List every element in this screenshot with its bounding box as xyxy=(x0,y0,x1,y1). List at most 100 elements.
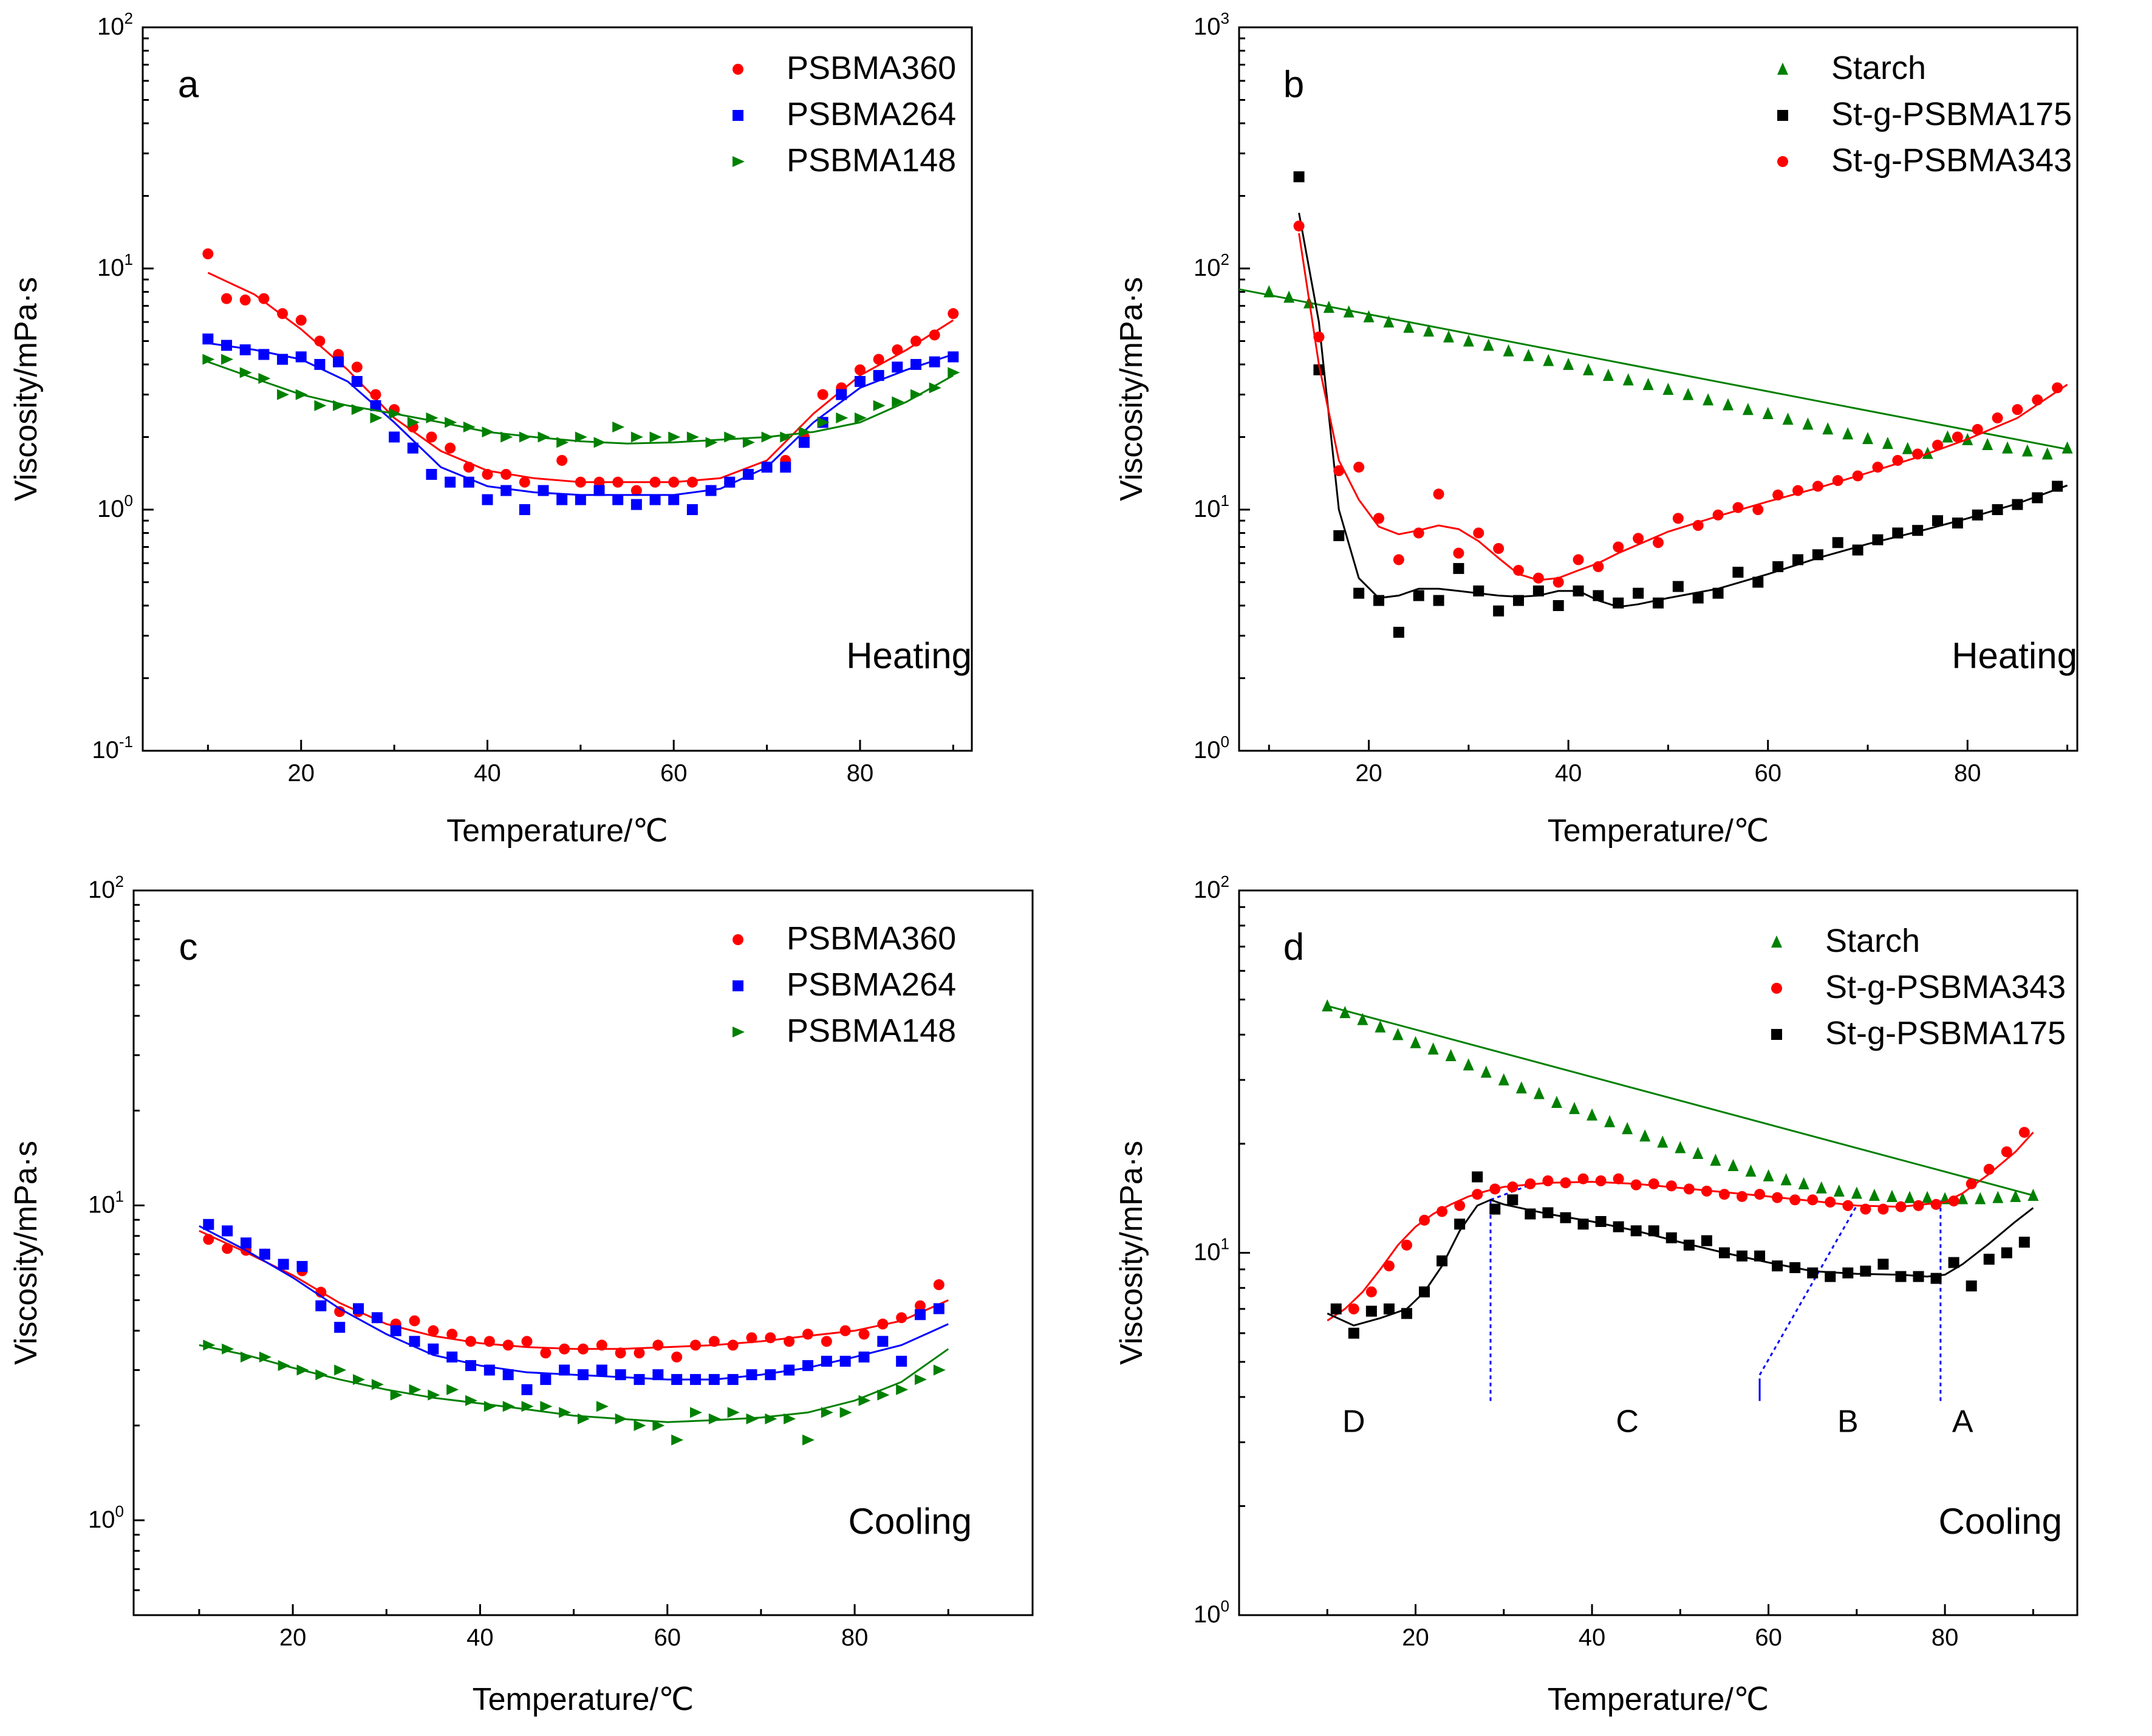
data-point xyxy=(1483,338,1494,351)
data-point xyxy=(649,476,661,488)
data-point xyxy=(1948,1195,1959,1207)
data-point xyxy=(295,315,307,326)
data-point xyxy=(556,454,568,466)
data-point xyxy=(1419,1286,1430,1297)
y-tick-label: 101 xyxy=(1194,1235,1229,1266)
data-point xyxy=(1712,587,1724,599)
data-point xyxy=(1675,1141,1686,1153)
data-point xyxy=(1583,363,1594,375)
data-point xyxy=(1403,320,1415,333)
data-point xyxy=(1348,1303,1359,1314)
data-point xyxy=(1952,518,1963,529)
data-point xyxy=(708,1374,720,1386)
data-point xyxy=(1445,1048,1457,1061)
data-point xyxy=(315,1300,327,1311)
data-point xyxy=(1602,369,1614,381)
data-point xyxy=(858,1328,870,1340)
panel-a: 20 40 60 80 10-1 100 101 102 Temperature/℃ Viscos… xyxy=(9,9,973,849)
data-point xyxy=(1493,542,1505,554)
data-point xyxy=(933,1364,946,1376)
data-point xyxy=(784,1413,796,1424)
data-point xyxy=(1948,1257,1959,1268)
data-point xyxy=(896,1312,907,1324)
data-point xyxy=(746,1332,757,1344)
data-point xyxy=(1895,1201,1907,1212)
data-point xyxy=(202,248,214,259)
data-point xyxy=(1983,1254,1995,1265)
data-point xyxy=(1972,509,1983,521)
data-point xyxy=(502,1369,514,1381)
data-point xyxy=(948,367,960,378)
x-tick-label: 40 xyxy=(1579,1624,1606,1651)
data-point xyxy=(1957,1192,1969,1205)
data-point xyxy=(1353,587,1365,599)
x-tick-label: 20 xyxy=(287,760,315,787)
legend-label: PSBMA148 xyxy=(787,142,956,179)
data-point xyxy=(428,1325,439,1336)
data-point xyxy=(333,400,346,411)
panel-b: 20 40 60 80 100 101 102 103 Temperature/℃ Viscosi… xyxy=(1114,9,2079,849)
data-point xyxy=(1754,1189,1766,1200)
data-point xyxy=(1553,600,1564,611)
data-point xyxy=(1573,585,1584,596)
data-point xyxy=(1577,1173,1589,1184)
data-point xyxy=(1365,1286,1377,1297)
data-point xyxy=(1613,541,1624,553)
data-point xyxy=(538,485,549,496)
data-point xyxy=(798,426,811,438)
data-point xyxy=(277,354,289,365)
data-point xyxy=(1454,1218,1466,1230)
data-point xyxy=(1493,605,1505,617)
data-point xyxy=(1383,1303,1395,1314)
data-point xyxy=(1665,1180,1677,1192)
y-axis-label: Viscosity/mPa·s xyxy=(9,1141,44,1365)
data-point xyxy=(2041,447,2053,460)
data-point xyxy=(222,1225,233,1237)
data-point xyxy=(1593,561,1604,572)
data-point xyxy=(1782,412,1794,425)
data-point xyxy=(2052,382,2063,394)
y-axis-label: Viscosity/mPa·s xyxy=(1114,277,1149,501)
region-label: C xyxy=(1616,1404,1639,1440)
data-point xyxy=(540,1347,552,1359)
data-point xyxy=(2032,394,2043,406)
data-point xyxy=(1780,1173,1792,1186)
data-point xyxy=(465,1395,477,1406)
data-point xyxy=(708,1413,721,1424)
data-point xyxy=(519,476,530,488)
data-point xyxy=(1930,1198,1942,1210)
data-point xyxy=(671,1352,683,1363)
data-point xyxy=(1833,1184,1845,1197)
data-point xyxy=(1825,1197,1836,1208)
data-point xyxy=(371,1312,383,1324)
data-point xyxy=(1639,1129,1651,1142)
data-point xyxy=(221,340,233,351)
data-point xyxy=(1436,1255,1448,1266)
data-point xyxy=(671,1434,684,1446)
data-point xyxy=(2018,1127,2030,1138)
data-point xyxy=(1703,393,1714,406)
data-point xyxy=(929,382,941,394)
data-point xyxy=(1373,595,1384,606)
data-point xyxy=(1525,1208,1536,1220)
x-tick-label: 80 xyxy=(1954,760,1981,787)
data-point xyxy=(1913,1200,1924,1211)
data-point xyxy=(1401,1239,1412,1251)
data-point xyxy=(708,1336,720,1347)
data-point xyxy=(482,426,494,438)
data-point xyxy=(426,431,437,443)
data-point xyxy=(538,431,550,443)
data-point xyxy=(634,1374,645,1386)
data-point xyxy=(817,389,828,400)
data-point xyxy=(221,354,234,365)
data-point xyxy=(765,1332,776,1344)
data-point xyxy=(390,1325,401,1336)
data-point xyxy=(1630,1225,1642,1237)
data-point xyxy=(1613,1173,1624,1184)
data-point xyxy=(1513,595,1524,606)
data-point xyxy=(933,1279,944,1291)
data-point xyxy=(445,417,457,428)
data-point xyxy=(351,404,364,415)
data-point xyxy=(1653,537,1664,548)
data-point xyxy=(428,1389,440,1401)
